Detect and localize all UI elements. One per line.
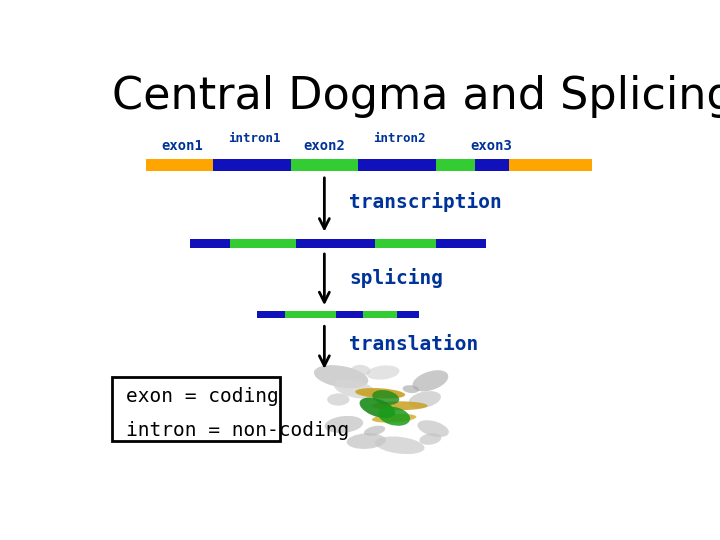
Bar — [112, 377, 280, 441]
Ellipse shape — [420, 433, 441, 445]
Ellipse shape — [325, 416, 363, 433]
Bar — [508, 159, 593, 171]
Text: exon = coding
intron = non-coding: exon = coding intron = non-coding — [126, 387, 349, 440]
Text: exon3: exon3 — [471, 139, 513, 153]
Ellipse shape — [418, 420, 449, 437]
Ellipse shape — [314, 365, 369, 388]
Bar — [475, 159, 508, 171]
Text: splicing: splicing — [349, 268, 444, 288]
Ellipse shape — [372, 390, 399, 405]
Bar — [436, 159, 475, 171]
Bar — [145, 159, 213, 171]
Bar — [397, 311, 419, 319]
Bar — [190, 239, 230, 248]
Text: exon2: exon2 — [303, 139, 346, 153]
Text: Central Dogma and Splicing: Central Dogma and Splicing — [112, 75, 720, 118]
Bar — [358, 159, 436, 171]
Ellipse shape — [355, 388, 405, 399]
Ellipse shape — [409, 391, 441, 408]
Bar — [436, 239, 486, 248]
Ellipse shape — [347, 433, 386, 449]
Text: intron1: intron1 — [228, 132, 281, 145]
Bar — [213, 159, 291, 171]
Ellipse shape — [364, 426, 385, 436]
Ellipse shape — [375, 436, 425, 454]
Ellipse shape — [413, 370, 449, 392]
Ellipse shape — [334, 380, 377, 399]
Text: exon1: exon1 — [161, 139, 203, 153]
Ellipse shape — [378, 407, 410, 426]
Bar — [336, 311, 364, 319]
Bar — [230, 239, 297, 248]
Ellipse shape — [402, 385, 419, 393]
Bar — [374, 239, 436, 248]
Ellipse shape — [366, 366, 400, 380]
Text: intron2: intron2 — [374, 132, 426, 145]
Bar — [291, 159, 358, 171]
Bar — [258, 311, 285, 319]
Bar — [364, 311, 397, 319]
Ellipse shape — [359, 397, 395, 418]
Ellipse shape — [327, 394, 349, 406]
Ellipse shape — [372, 414, 416, 423]
Bar — [285, 311, 336, 319]
Text: translation: translation — [349, 335, 479, 354]
Text: transcription: transcription — [349, 192, 503, 212]
Ellipse shape — [351, 365, 370, 376]
Ellipse shape — [372, 401, 428, 410]
Bar — [297, 239, 374, 248]
